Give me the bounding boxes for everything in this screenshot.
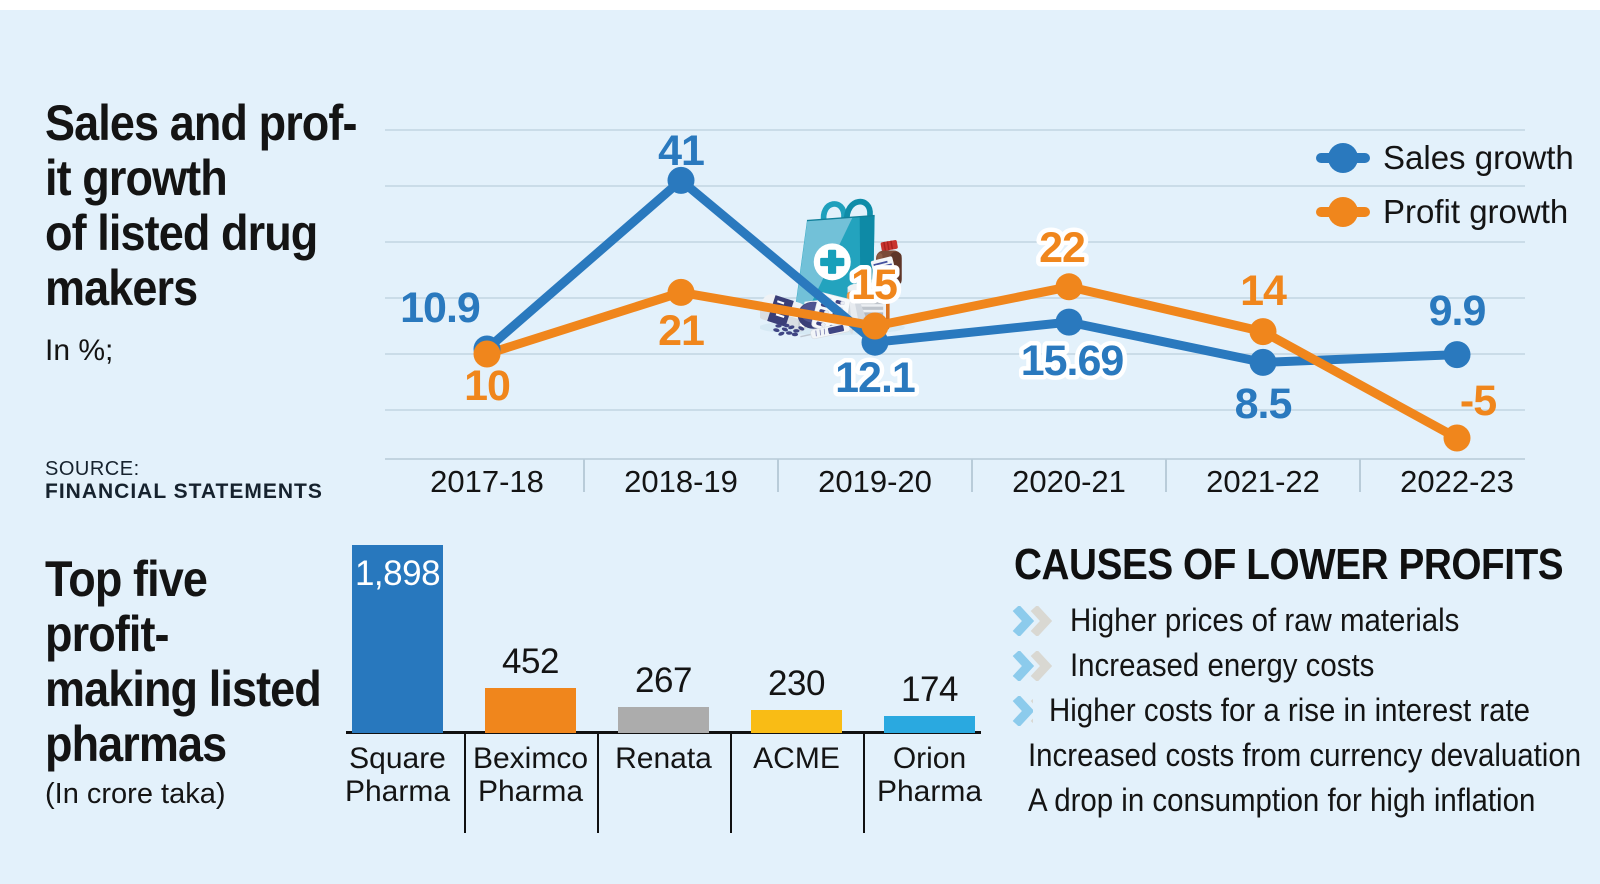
value-label: 10 — [464, 362, 510, 410]
cause-text: A drop in consumption for high inflation — [1028, 782, 1536, 818]
double-chevron-icon — [1012, 650, 1053, 681]
data-point — [667, 278, 695, 306]
data-point — [1055, 308, 1083, 336]
x-axis-label: 2019-20 — [818, 464, 932, 499]
data-point — [861, 312, 889, 340]
causes-heading: CAUSES OF LOWER PROFITS — [1014, 540, 1564, 589]
cause-text: Higher prices of raw materials — [1070, 602, 1460, 638]
cause-text: Increased costs from currency devaluatio… — [1028, 737, 1582, 773]
bag-handle-left — [820, 201, 847, 226]
cause-item: Increased costs from currency devaluatio… — [1012, 733, 1581, 778]
syrup-bottle — [870, 240, 902, 287]
cause-text: Higher costs for a rise in interest rate — [1049, 692, 1531, 728]
top-margin-strip — [0, 0, 1600, 10]
data-point — [667, 166, 695, 194]
data-point — [473, 340, 501, 368]
data-point — [1249, 318, 1277, 346]
x-axis-label: 2017-18 — [430, 464, 544, 499]
legend-item-sales: Sales growth — [1316, 138, 1574, 178]
profit-growth-legend-marker — [1316, 197, 1370, 227]
double-chevron-icon — [1012, 605, 1053, 636]
value-label: 10.9 — [400, 284, 480, 332]
line-chart-unit: In %; — [45, 334, 114, 367]
double-chevron-icon — [1012, 695, 1034, 726]
value-label: 12.1 — [835, 354, 915, 402]
bar-chart-unit: (In crore taka) — [45, 778, 226, 810]
spilled-pills — [773, 323, 805, 337]
data-point — [1055, 273, 1083, 301]
source-label: SOURCE: — [45, 458, 140, 480]
source-value: FINANCIAL STATEMENTS — [45, 480, 323, 503]
legend-label-profit: Profit growth — [1383, 193, 1569, 230]
profit-growth-line — [482, 282, 1462, 443]
data-point — [1443, 341, 1471, 369]
x-axis-label: 2022-23 — [1400, 464, 1514, 499]
sales-growth-line — [482, 175, 1462, 367]
cause-item: Higher prices of raw materials — [1012, 598, 1572, 643]
value-label: -5 — [1460, 377, 1496, 425]
value-label: 15 — [851, 261, 897, 309]
value-label: 15.69 — [1021, 337, 1124, 385]
bag-handle-right — [844, 198, 873, 225]
cause-item: Increased energy costs — [1012, 643, 1572, 688]
causes-list: Higher prices of raw materials Increased… — [1012, 598, 1581, 823]
cause-item: A drop in consumption for high inflation — [1012, 778, 1572, 823]
pill-jar — [760, 294, 812, 332]
legend-label-sales: Sales growth — [1383, 139, 1574, 176]
bar-chart-title: Top five profit- making listed pharmas — [45, 551, 322, 772]
line-chart-title: Sales and prof- it growth of listed drug… — [45, 95, 357, 316]
legend-item-profit: Profit growth — [1316, 192, 1568, 232]
value-label: 14 — [1240, 267, 1287, 315]
cause-item: Higher costs for a rise in interest rate — [1012, 688, 1572, 733]
data-point — [1249, 348, 1277, 376]
data-point — [1443, 424, 1471, 452]
value-label: 41 — [658, 127, 704, 175]
sales-growth-legend-marker — [1316, 143, 1370, 173]
x-axis-label: 2020-21 — [1012, 464, 1126, 499]
cause-text: Increased energy costs — [1070, 647, 1375, 683]
value-label: 8.5 — [1235, 380, 1292, 428]
x-axis-label: 2018-19 — [624, 464, 738, 499]
value-label: 9.9 — [1429, 287, 1486, 335]
value-label: 21 — [658, 307, 704, 355]
x-axis-label: 2021-22 — [1206, 464, 1320, 499]
value-label: 22 — [1039, 224, 1085, 272]
medical-cross-icon — [820, 249, 845, 274]
